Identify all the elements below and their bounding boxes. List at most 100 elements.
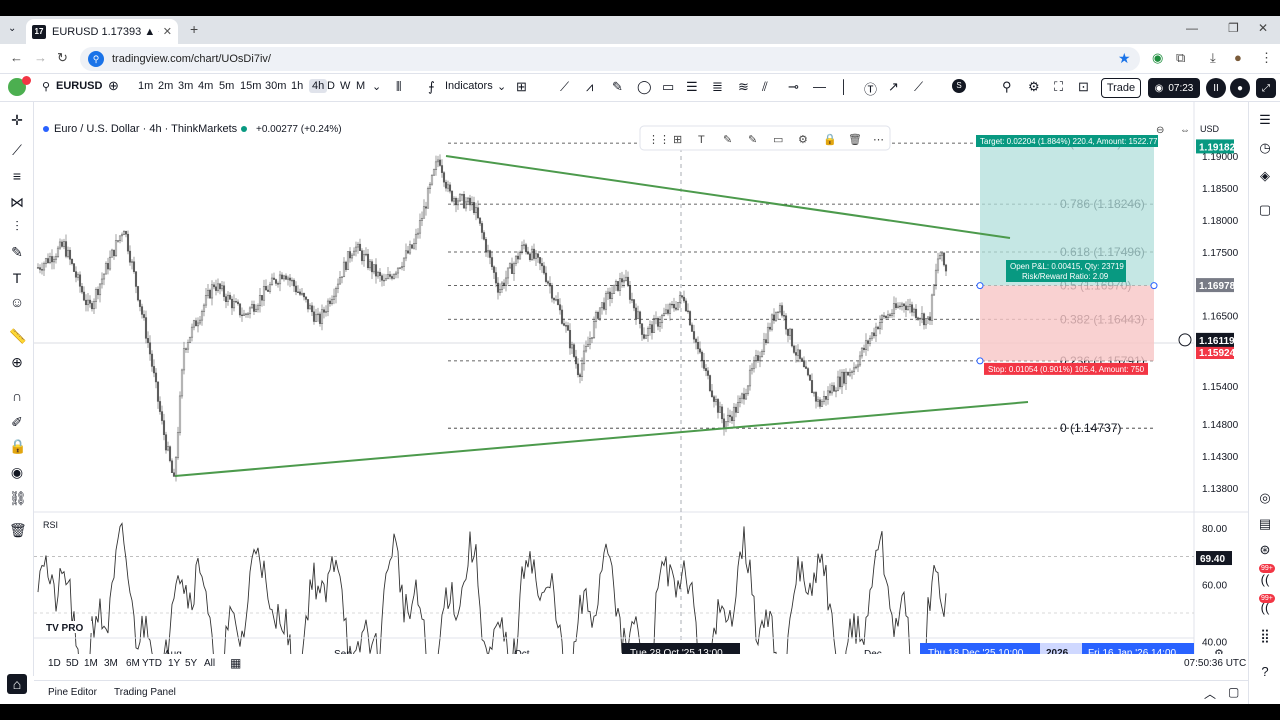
- stop-handle[interactable]: [976, 357, 984, 365]
- trading-panel-tab[interactable]: Trading Panel: [114, 687, 176, 698]
- interval-D[interactable]: D: [327, 80, 335, 92]
- close-window-icon[interactable]: ✕: [1258, 21, 1269, 35]
- settings-gear-icon[interactable]: ⚙: [1028, 79, 1040, 94]
- drag-handle-icon[interactable]: ⋮⋮: [648, 134, 670, 146]
- vertical-line-icon[interactable]: │: [840, 79, 849, 94]
- stop-zone[interactable]: [980, 285, 1154, 361]
- brush-tool-icon[interactable]: ✎: [612, 79, 623, 94]
- interval-4m[interactable]: 4m: [198, 80, 214, 92]
- rsi-label[interactable]: RSI: [43, 520, 58, 530]
- ruler-icon[interactable]: 📏: [9, 328, 27, 344]
- interval-15m[interactable]: 15m: [240, 80, 262, 92]
- maximize-icon[interactable]: ❐: [1228, 21, 1239, 35]
- fullscreen-icon[interactable]: ⛶: [1054, 79, 1064, 94]
- emoji-icon[interactable]: ☺: [9, 294, 25, 310]
- magnet-icon[interactable]: ∩: [11, 388, 23, 404]
- broadcast-icon[interactable]: ((: [1260, 572, 1270, 587]
- chart-legend-title[interactable]: Euro / U.S. Dollar · 4h · ThinkMarkets: [54, 123, 238, 135]
- crosshair-icon[interactable]: ✛: [11, 112, 23, 128]
- parallel-channel-icon[interactable]: ⫽: [762, 79, 768, 94]
- range-1y[interactable]: 1Y: [168, 658, 181, 669]
- interval-1h[interactable]: 1h: [291, 80, 304, 92]
- ruler-tool-icon[interactable]: ⟋: [914, 79, 924, 94]
- circle-tool-icon[interactable]: ◯: [637, 79, 652, 94]
- channel-tool-icon[interactable]: ≣: [712, 79, 723, 94]
- interval-3m[interactable]: 3m: [178, 80, 194, 92]
- more-icon[interactable]: ⋯: [873, 134, 884, 146]
- time-axis-settings-icon[interactable]: ⚙: [1214, 648, 1224, 654]
- url-field[interactable]: ⚲ tradingview.com/chart/UOsDi7iv/ ★: [80, 47, 1140, 71]
- trend-line-tool-icon[interactable]: ⟋: [560, 79, 570, 94]
- object-tree-icon[interactable]: ⌂: [7, 674, 27, 694]
- extension-icon[interactable]: ◉: [1152, 50, 1164, 65]
- horizontal-lines-icon[interactable]: ≡: [12, 168, 22, 184]
- line-color-icon[interactable]: ✎: [723, 134, 732, 146]
- range-1d[interactable]: 1D: [48, 658, 61, 669]
- layouts-icon[interactable]: ⊞: [516, 79, 527, 94]
- script-badge-icon[interactable]: S: [952, 79, 966, 93]
- interval-2m[interactable]: 2m: [158, 80, 174, 92]
- pitchfork-tool-icon[interactable]: ≋: [738, 79, 749, 94]
- new-tab-button[interactable]: +: [190, 21, 199, 37]
- template-icon[interactable]: ⊞: [673, 134, 682, 146]
- recording-timer[interactable]: ◉ 07:23: [1148, 78, 1200, 98]
- menu-icon[interactable]: ⋮: [1260, 50, 1273, 65]
- arrow-tool-icon[interactable]: ↗: [888, 79, 899, 94]
- chat-icon[interactable]: ▢: [1258, 202, 1272, 217]
- reload-icon[interactable]: ↻: [57, 50, 68, 65]
- interval-W[interactable]: W: [340, 80, 351, 92]
- zoom-in-icon[interactable]: ⊕: [11, 354, 23, 370]
- entry-handle[interactable]: [976, 282, 984, 290]
- interval-dropdown-icon[interactable]: ⌄: [372, 81, 382, 93]
- layers-icon[interactable]: ◈: [1260, 168, 1270, 183]
- alerts-clock-icon[interactable]: ◷: [1259, 140, 1271, 155]
- text-color-icon[interactable]: T: [698, 134, 705, 146]
- snapshot-icon[interactable]: ⊡: [1078, 79, 1089, 94]
- indicators-button[interactable]: Indicators: [445, 80, 493, 92]
- browser-tab[interactable]: 17 EURUSD 1.17393 ▲ +0.02% ✕: [26, 19, 178, 44]
- link-icon[interactable]: ⛓: [9, 490, 27, 506]
- collapse-panel-icon[interactable]: ︿: [1204, 687, 1217, 701]
- candles-icon[interactable]: ⫴: [396, 79, 402, 94]
- range-5y[interactable]: 5Y: [185, 658, 198, 669]
- help-icon[interactable]: ?: [1261, 664, 1269, 679]
- compare-symbol-icon[interactable]: ⊕: [108, 78, 119, 93]
- target-icon[interactable]: ◎: [1259, 490, 1271, 505]
- streams-icon[interactable]: ((: [1260, 600, 1270, 615]
- visibility-icon[interactable]: ▭: [773, 134, 783, 146]
- text-tool-icon[interactable]: Ⓣ: [864, 82, 878, 97]
- chart-area[interactable]: 1 (1.19202)0.786 (1.18246)0.618 (1.17496…: [34, 102, 1248, 654]
- interval-4h[interactable]: 4h: [309, 79, 328, 93]
- entry-right-handle[interactable]: [1150, 282, 1158, 290]
- utc-clock[interactable]: 07:50:36 UTC: [1184, 658, 1247, 669]
- range-5d[interactable]: 5D: [66, 658, 79, 669]
- pine-editor-tab[interactable]: Pine Editor: [48, 687, 97, 698]
- text-icon[interactable]: T: [12, 270, 22, 286]
- upper-trendline[interactable]: [445, 155, 1011, 239]
- add-alert-icon[interactable]: [1178, 333, 1192, 347]
- pattern-icon[interactable]: ⋈: [10, 194, 24, 210]
- apps-grid-icon[interactable]: ⣿: [1260, 628, 1270, 643]
- interval-1m[interactable]: 1m: [138, 80, 154, 92]
- brush-icon[interactable]: ✎: [11, 244, 23, 260]
- minimize-icon[interactable]: —: [1186, 21, 1198, 35]
- horizontal-line-icon[interactable]: —: [813, 79, 826, 94]
- microphone-icon[interactable]: ●: [1230, 78, 1250, 98]
- profile-avatar[interactable]: [8, 78, 26, 96]
- pause-icon[interactable]: II: [1206, 78, 1226, 98]
- currency-label[interactable]: USD: [1200, 124, 1220, 134]
- fib-retracement-icon[interactable]: ⫶: [15, 218, 19, 234]
- range-6m[interactable]: 6M: [126, 658, 140, 669]
- eye-icon[interactable]: ◉: [10, 464, 24, 480]
- indicators-icon[interactable]: ⨍: [428, 79, 435, 94]
- puzzle-icon[interactable]: ⧉: [1176, 50, 1186, 65]
- lock-icon[interactable]: 🔒: [9, 438, 27, 454]
- ideas-icon[interactable]: ⊛: [1259, 542, 1271, 557]
- back-icon[interactable]: ←: [10, 50, 23, 65]
- close-tab-icon[interactable]: ✕: [162, 26, 172, 38]
- symbol-search-icon[interactable]: ⚲: [42, 81, 51, 93]
- bookmark-star-icon[interactable]: ★: [1118, 50, 1131, 66]
- lower-trendline[interactable]: [174, 401, 1029, 477]
- date-range-calendar-icon[interactable]: ▦: [230, 656, 242, 670]
- avatar[interactable]: ●: [1234, 50, 1242, 65]
